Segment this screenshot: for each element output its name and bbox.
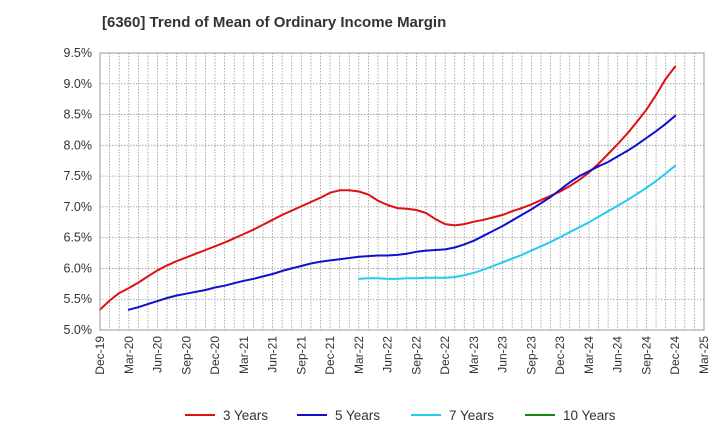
y-tick-label: 7.5% xyxy=(64,169,93,183)
grid xyxy=(100,53,704,330)
x-tick-label: Dec-20 xyxy=(208,336,222,375)
x-tick-label: Dec-21 xyxy=(323,336,337,375)
y-tick-label: 9.0% xyxy=(64,77,93,91)
y-tick-label: 8.0% xyxy=(64,138,93,152)
y-tick-label: 5.5% xyxy=(64,292,93,306)
y-tick-label: 7.0% xyxy=(64,200,93,214)
y-tick-label: 9.5% xyxy=(64,46,93,60)
chart-title: [6360] Trend of Mean of Ordinary Income … xyxy=(102,14,447,31)
x-tick-label: Sep-21 xyxy=(294,336,308,375)
plot-area xyxy=(100,53,704,330)
x-tick-label: Dec-24 xyxy=(668,336,682,375)
x-tick-label: Mar-23 xyxy=(467,336,481,374)
x-tick-label: Dec-19 xyxy=(93,336,107,375)
x-tick-label: Jun-23 xyxy=(496,336,510,373)
y-tick-label: 6.0% xyxy=(64,261,93,275)
x-tick-label: Mar-25 xyxy=(697,336,711,374)
x-tick-label: Dec-22 xyxy=(438,336,452,375)
series-line-7-years xyxy=(357,164,677,280)
x-tick-label: Jun-20 xyxy=(151,336,165,373)
x-tick-label: Mar-22 xyxy=(352,336,366,374)
legend-label: 5 Years xyxy=(335,408,380,423)
series-lines xyxy=(99,65,677,311)
x-axis: Dec-19 Mar-20 Jun-20 Sep-20 Dec-20 Mar-21 Jun-… xyxy=(93,336,711,375)
plot-border xyxy=(99,52,705,331)
x-tick-label: Sep-22 xyxy=(409,336,423,375)
series-line-5-years xyxy=(127,114,677,311)
series-line-3-years xyxy=(99,65,677,311)
x-tick-label: Jun-24 xyxy=(611,336,625,373)
x-tick-label: Mar-21 xyxy=(237,336,251,374)
y-tick-label: 6.5% xyxy=(64,231,93,245)
legend: 3 Years 5 Years 7 Years 10 Years xyxy=(185,408,616,423)
x-tick-label: Sep-24 xyxy=(639,336,653,375)
x-tick-label: Jun-21 xyxy=(266,336,280,373)
x-tick-label: Mar-20 xyxy=(122,336,136,374)
x-tick-label: Mar-24 xyxy=(582,336,596,374)
legend-label: 10 Years xyxy=(563,408,616,423)
x-tick-label: Dec-23 xyxy=(553,336,567,375)
x-tick-label: Sep-23 xyxy=(524,336,538,375)
y-tick-label: 8.5% xyxy=(64,108,93,122)
legend-label: 3 Years xyxy=(223,408,268,423)
x-tick-label: Jun-22 xyxy=(381,336,395,373)
y-tick-label: 5.0% xyxy=(64,323,93,337)
legend-label: 7 Years xyxy=(449,408,494,423)
x-tick-label: Sep-20 xyxy=(179,336,193,375)
y-axis: 5.0% 5.5% 6.0% 6.5% 7.0% 7.5% 8.0% 8.5% 9.0% 9.5% xyxy=(64,46,93,337)
